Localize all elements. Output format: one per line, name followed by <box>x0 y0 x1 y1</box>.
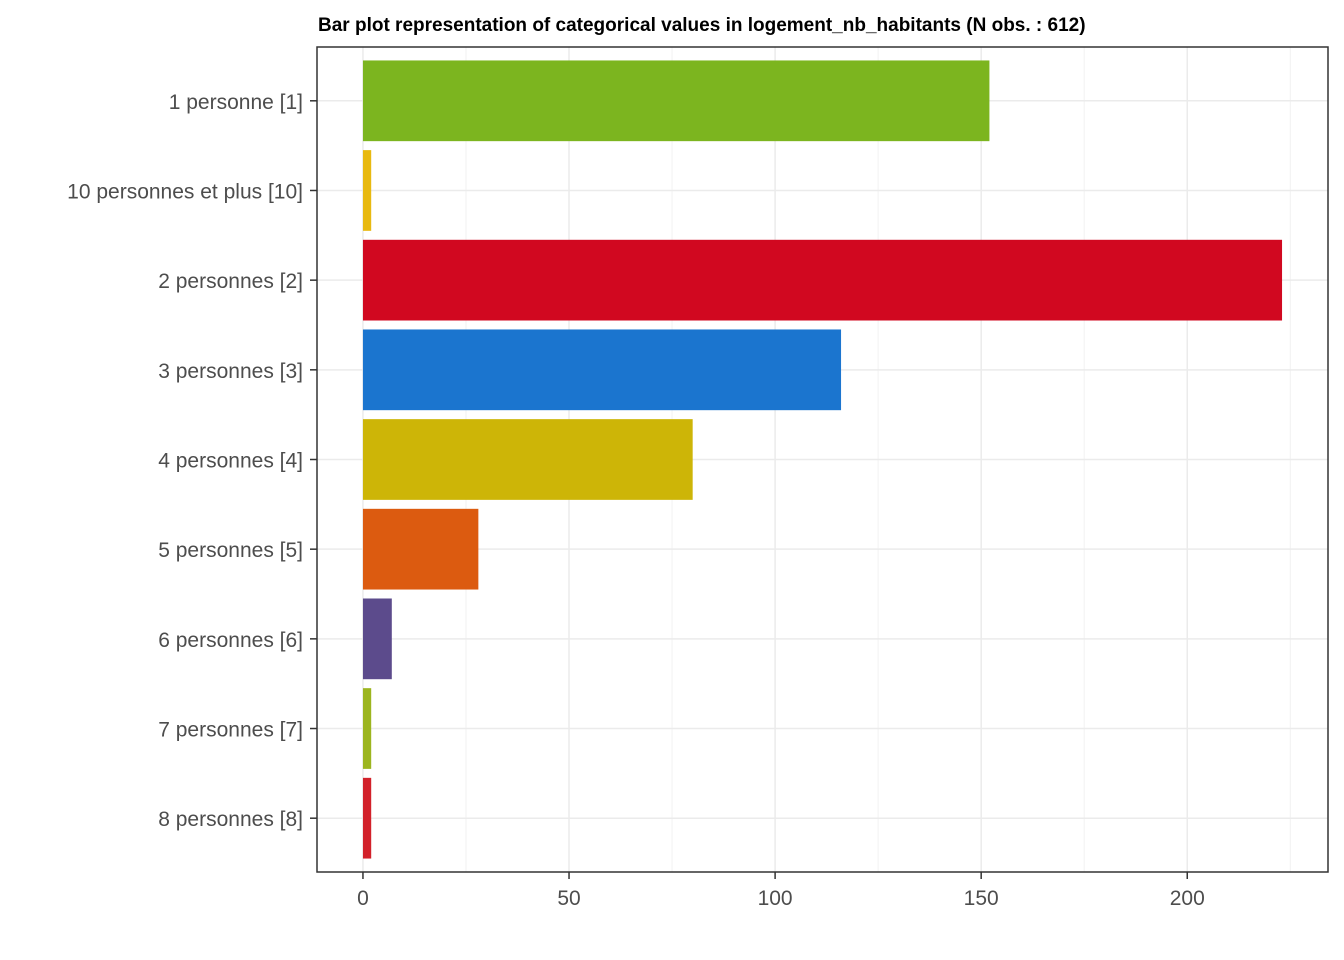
bars <box>362 60 1283 859</box>
y-tick-label: 2 personnes [2] <box>158 270 303 293</box>
y-tick-label: 3 personnes [3] <box>158 360 303 383</box>
x-tick-label: 200 <box>1170 887 1205 910</box>
bar-7 <box>362 598 392 680</box>
x-tick-label: 50 <box>557 887 580 910</box>
y-tick-label: 8 personnes [8] <box>158 808 303 831</box>
y-tick-label: 5 personnes [5] <box>158 539 303 562</box>
bar-8 <box>362 688 372 769</box>
y-tick-label: 10 personnes et plus [10] <box>67 180 303 203</box>
bar-5 <box>362 419 693 500</box>
bar-2 <box>362 150 372 231</box>
bar-9 <box>362 777 372 859</box>
bar-1 <box>362 60 990 142</box>
bar-3 <box>362 239 1283 321</box>
x-tick-label: 0 <box>357 887 369 910</box>
bar-4 <box>362 329 842 411</box>
y-tick-label: 4 personnes [4] <box>158 450 303 473</box>
y-tick-label: 1 personne [1] <box>169 91 303 114</box>
bar-6 <box>362 508 479 590</box>
y-axis: 1 personne [1] 10 personnes et plus [10] 2… <box>67 91 317 831</box>
x-tick-label: 100 <box>758 887 793 910</box>
y-tick-label: 7 personnes [7] <box>158 719 303 742</box>
x-tick-label: 150 <box>964 887 999 910</box>
x-axis: 0 50 100 150 200 <box>357 872 1205 910</box>
chart-title: Bar plot representation of categorical v… <box>318 15 1086 36</box>
y-tick-label: 6 personnes [6] <box>158 629 303 652</box>
